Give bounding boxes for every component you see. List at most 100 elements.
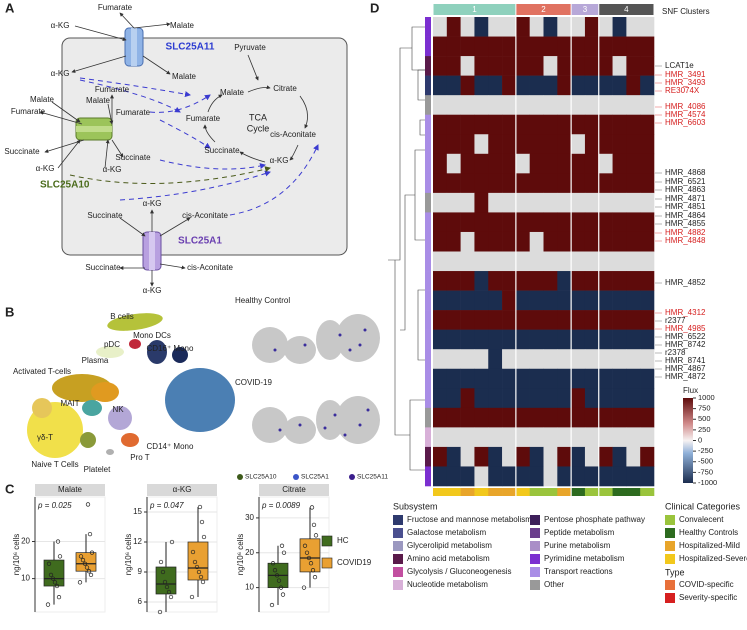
data-point: [281, 550, 287, 555]
heatmap-cell: [612, 114, 627, 135]
strip-title: Citrate: [282, 485, 306, 494]
legend-label: Hospitalized-Severe: [679, 554, 747, 563]
heatmap-cell: [474, 153, 489, 174]
heatmap-cell: [433, 446, 448, 467]
y-tick-label: 20: [245, 548, 254, 557]
legend-label: Convalecent: [679, 515, 724, 524]
legend-label: Glycolysis / Gluconeogenesis: [407, 567, 512, 576]
heatmap-cell: [529, 114, 544, 135]
heatmap-cell: [557, 231, 572, 252]
heatmap-cell: [433, 153, 448, 174]
y-axis-label: ng/10⁶ cells: [12, 534, 21, 576]
row-label: HMR_4574: [665, 110, 706, 119]
row-subsystem: [425, 212, 431, 233]
heatmap-cell: [612, 310, 627, 330]
heatmap-cell: [474, 290, 489, 311]
column-category: [571, 488, 586, 496]
heatmap-cell: [488, 192, 503, 213]
heatmap-cell: [515, 271, 530, 291]
heatmap-cell: [557, 17, 572, 37]
heatmap-cell: [543, 349, 558, 370]
legend-label: Pyrimidine metabolism: [544, 554, 625, 563]
heatmap-cell: [474, 36, 489, 57]
heatmap-cell: [474, 466, 489, 487]
heatmap-cell: [529, 329, 544, 350]
heatmap-cell: [502, 427, 517, 448]
heatmap-cell: [515, 212, 530, 233]
data-point: [280, 592, 286, 597]
heatmap-cell: [557, 329, 572, 350]
heatmap-cell: [640, 75, 655, 96]
y-tick-label: 15: [133, 507, 142, 516]
heatmap-cell: [529, 173, 544, 194]
legend-label: Fructose and mannose metabolism: [407, 515, 532, 524]
heatmap-cell: [626, 192, 641, 213]
heatmap-cell: [529, 271, 544, 291]
heatmap-cell: [474, 427, 489, 448]
cluster-label: 1: [472, 5, 477, 14]
heatmap-cell: [488, 212, 503, 233]
data-point: [157, 609, 163, 615]
strip-title: α-KG: [173, 485, 192, 494]
row-label: HMR_8741: [665, 356, 706, 365]
heatmap-cell: [584, 56, 600, 76]
metabolite-label: Fumarate: [11, 107, 46, 116]
heatmap-cell: [626, 95, 641, 116]
panel-letter: C: [5, 481, 15, 496]
heatmap-cell: [474, 114, 489, 135]
data-point: [312, 575, 318, 580]
legend-key: [665, 580, 675, 590]
heatmap-cell: [598, 75, 613, 96]
heatmap-cell: [626, 466, 641, 487]
heatmap-cell: [529, 95, 544, 116]
heatmap-cell: [598, 388, 613, 409]
legend-label: Glycerolipid metabolism: [407, 541, 492, 550]
heatmap-cell: [446, 134, 461, 155]
umap-conditions: [252, 314, 380, 444]
heatmap-cell: [584, 349, 600, 370]
heatmap-cell: [598, 271, 613, 291]
heatmap-cell: [460, 75, 475, 96]
column-category: [460, 488, 475, 496]
heatmap-cell: [612, 407, 627, 428]
heatmap-cell: [598, 36, 613, 57]
heatmap-cell: [433, 212, 448, 233]
row-label: HMR_4867: [665, 364, 706, 373]
tca-label: Cycle: [247, 123, 270, 133]
strip: [259, 484, 329, 496]
data-point: [199, 519, 205, 525]
heatmap-cell: [446, 17, 461, 37]
cell-type-label: Plasma: [82, 356, 109, 365]
heatmap-cell: [488, 388, 503, 409]
heatmap-cell: [515, 388, 530, 409]
data-point: [169, 539, 175, 545]
heatmap-cell: [640, 349, 655, 370]
row-subsystem: [425, 251, 431, 272]
heatmap-cell: [460, 466, 475, 487]
data-point: [52, 580, 58, 585]
heatmap-cell: [529, 407, 544, 428]
metabolite-label: α-KG: [51, 21, 70, 30]
heatmap-cell: [474, 329, 489, 350]
heatmap-cell: [598, 192, 613, 213]
heatmap-cell: [433, 231, 448, 252]
condition-label: Healthy Control: [235, 296, 290, 305]
heatmap-cell: [626, 427, 641, 448]
data-point: [160, 569, 166, 575]
heatmap-cell: [515, 114, 530, 135]
metabolite-label: Citrate: [273, 84, 297, 93]
heatmap-cell: [446, 95, 461, 116]
panel-letter: D: [370, 0, 379, 15]
heatmap-cell: [446, 310, 461, 330]
data-point: [276, 578, 282, 583]
heatmap-cell: [433, 368, 448, 389]
heatmap-cell: [584, 446, 600, 467]
heatmap-cell: [598, 349, 613, 370]
row-label: HMR_4868: [665, 168, 706, 177]
data-point: [189, 594, 195, 600]
cell-type-label: γδ-T: [37, 433, 53, 442]
heatmap-cell: [460, 349, 475, 370]
row-label: HMR_4985: [665, 324, 706, 333]
heatmap-cell: [474, 368, 489, 389]
data-point: [308, 561, 314, 566]
